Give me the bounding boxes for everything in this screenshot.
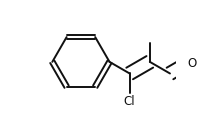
Text: O: O <box>187 57 196 70</box>
Text: Cl: Cl <box>124 95 136 108</box>
